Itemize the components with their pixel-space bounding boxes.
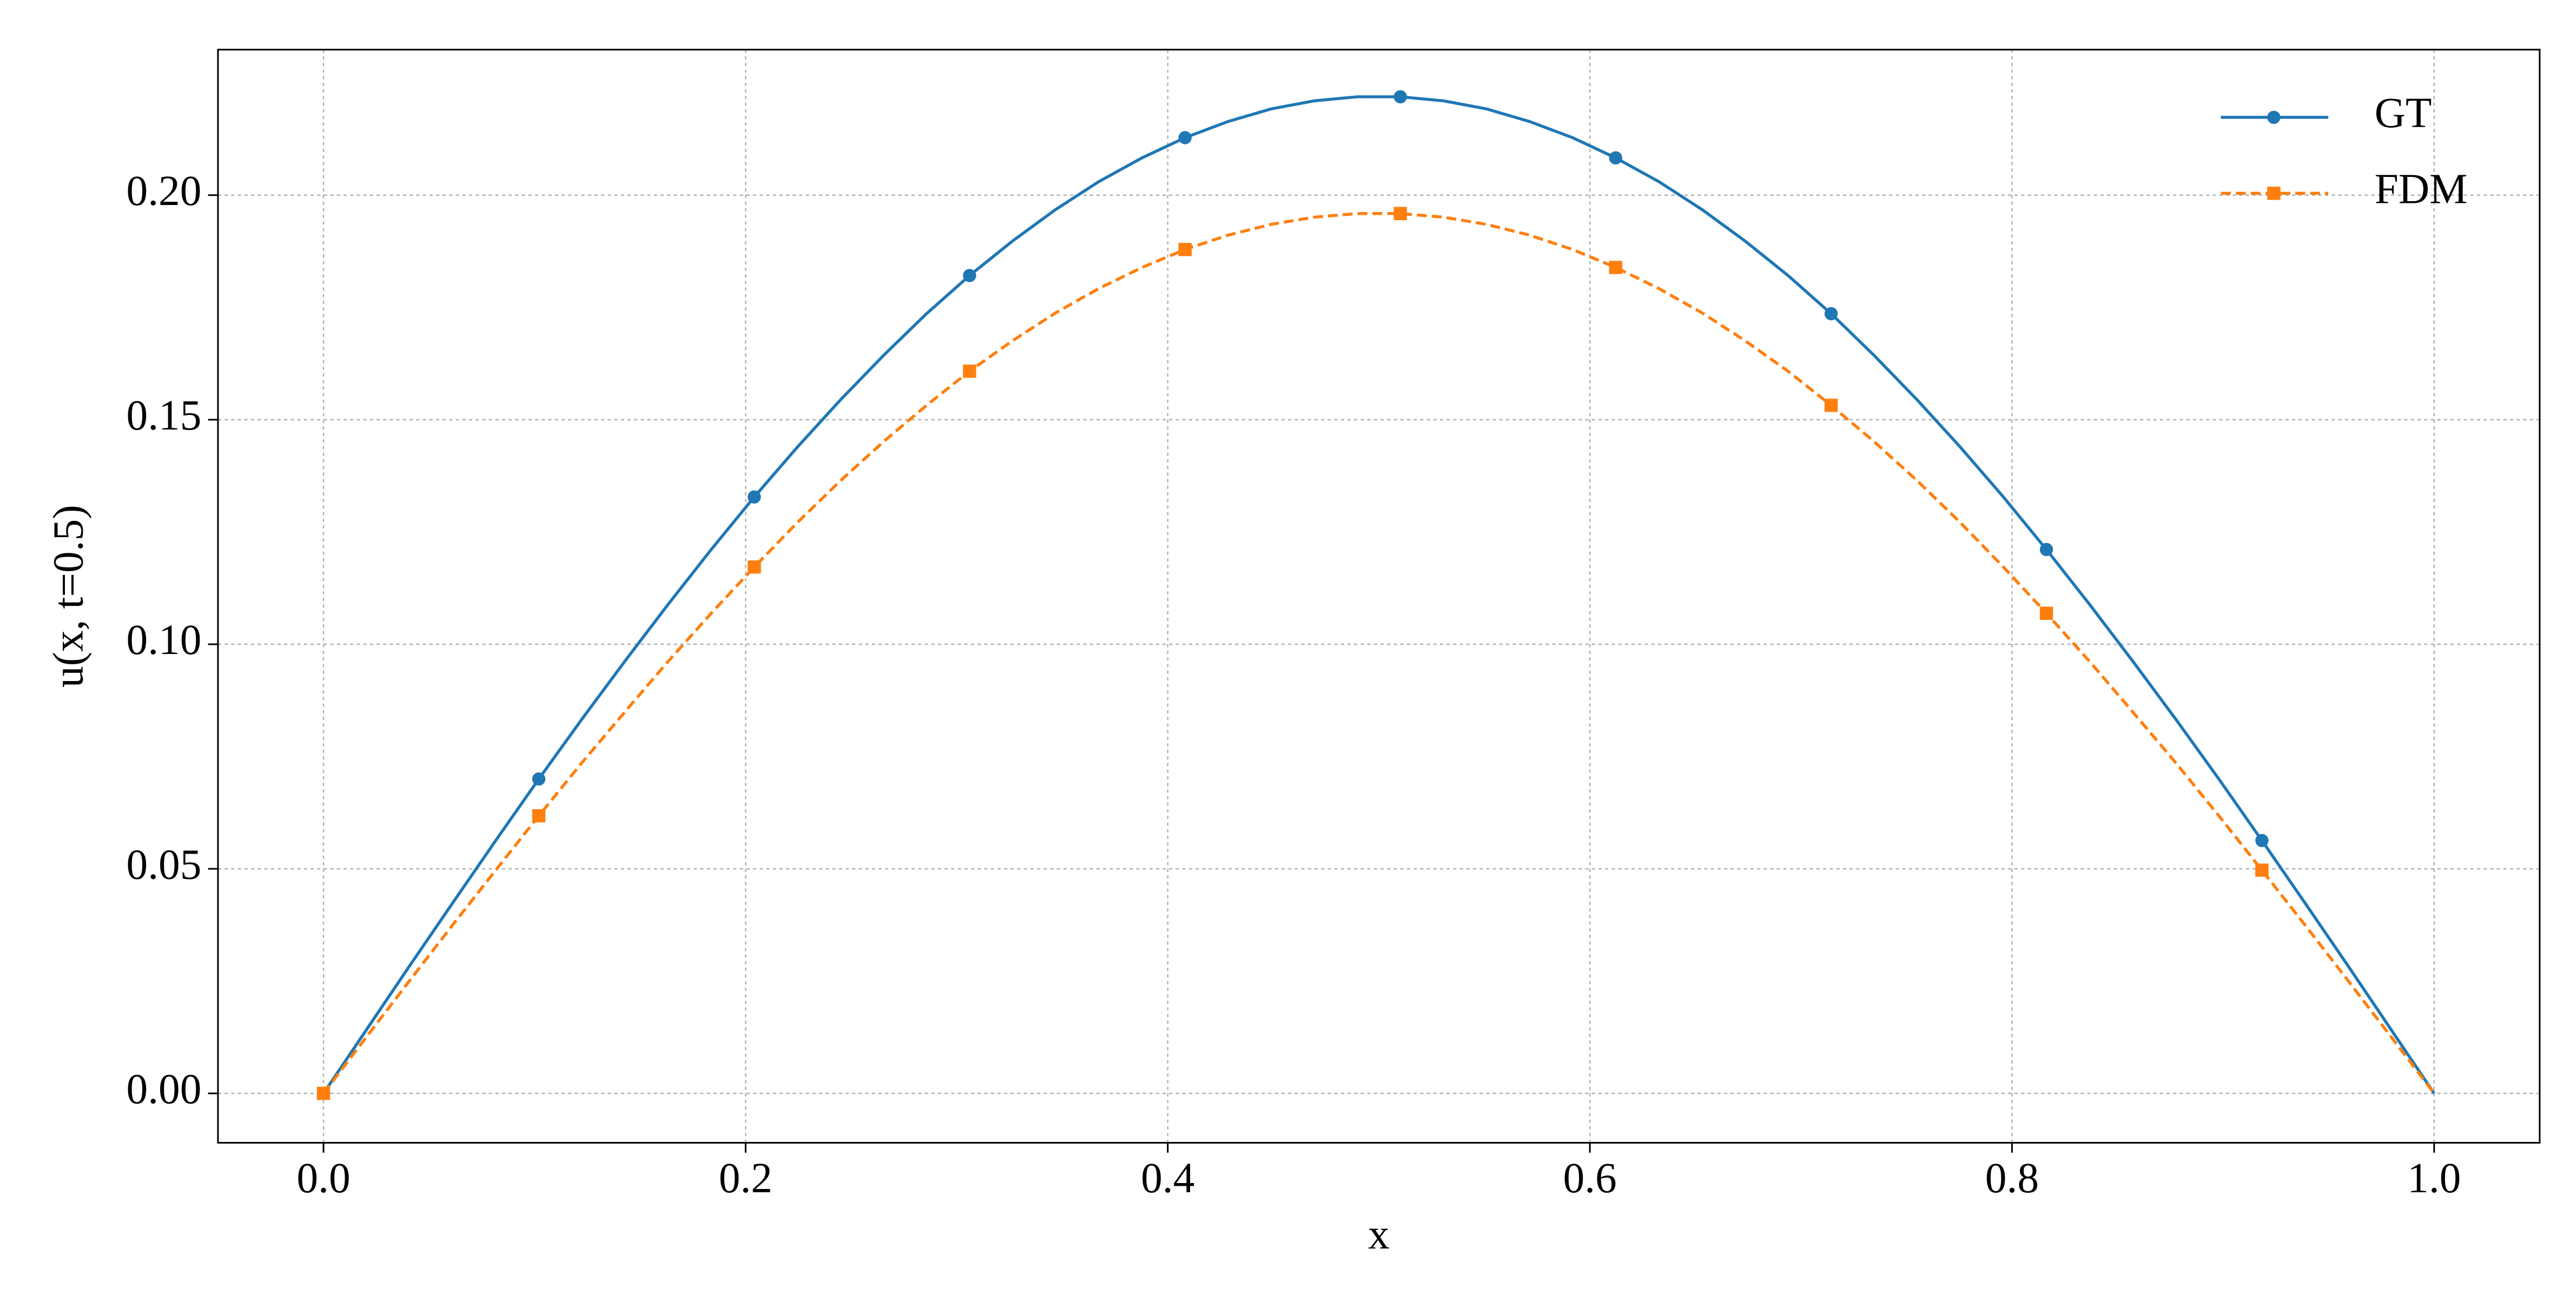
data-point (316, 1087, 331, 1100)
y-tick-label: 0.10 (127, 616, 202, 664)
data-point (532, 772, 546, 786)
data-point (1824, 307, 1838, 321)
data-point (2255, 863, 2269, 877)
y-tick-label: 0.05 (127, 841, 202, 888)
x-tick-label: 0.6 (1563, 1154, 1616, 1202)
data-point (1609, 151, 1622, 165)
plot-frame (217, 49, 2541, 1144)
data-point (748, 490, 761, 504)
legend-label: FDM (2375, 166, 2468, 213)
legend-marker (2267, 110, 2281, 124)
y-tick-label: 0.00 (127, 1065, 202, 1113)
data-point (1393, 90, 1407, 104)
data-point (963, 365, 976, 378)
data-point (748, 560, 761, 574)
data-point (1178, 243, 1192, 256)
x-tick-label: 1.0 (2407, 1154, 2461, 1202)
series-line (322, 212, 2435, 1094)
y-tick-label: 0.15 (127, 392, 202, 439)
legend-label: GT (2375, 89, 2432, 137)
x-tick-label: 0.0 (296, 1154, 350, 1202)
x-tick-label: 0.2 (719, 1154, 772, 1202)
data-point (1824, 399, 1838, 412)
y-axis-label: u(x, t=0.5) (45, 505, 93, 688)
data-point (2039, 606, 2053, 620)
series-line (322, 95, 2436, 1094)
data-point (1178, 131, 1192, 144)
x-tick-label: 0.4 (1141, 1154, 1194, 1202)
data-point (532, 809, 546, 823)
data-point (2255, 834, 2269, 848)
data-point (1393, 207, 1407, 221)
legend-marker (2267, 187, 2281, 200)
x-axis-label: x (1368, 1211, 1390, 1258)
data-point (1609, 261, 1622, 274)
data-point (2039, 543, 2053, 557)
data-point (963, 269, 976, 282)
x-tick-label: 0.8 (1985, 1154, 2039, 1202)
y-tick-label: 0.20 (127, 167, 202, 215)
